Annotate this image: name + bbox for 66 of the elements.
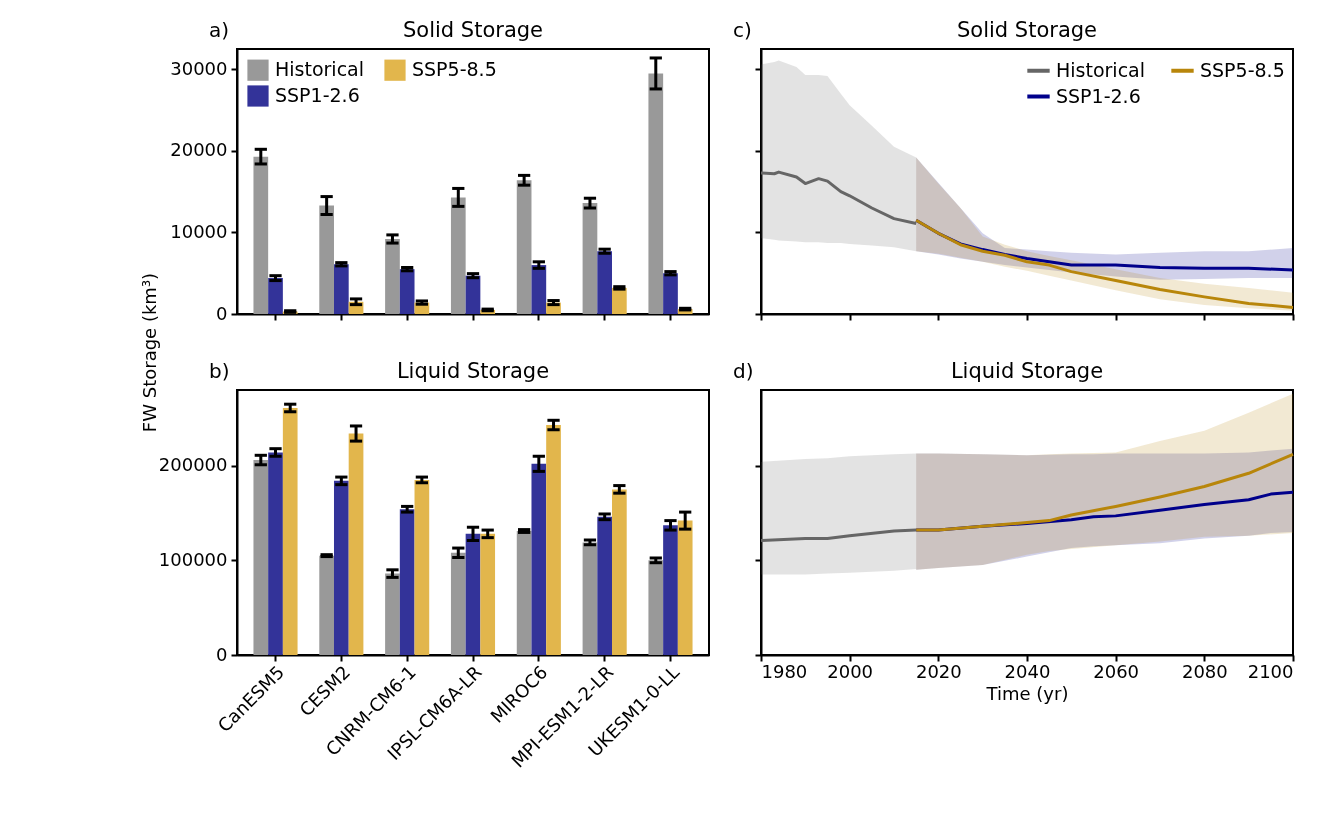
chart-title: Solid Storage (402, 18, 544, 42)
x-tick-label: 2020 (915, 660, 962, 682)
x-tick-label: 2100 (1247, 660, 1294, 682)
bar (319, 555, 334, 655)
bar (546, 425, 561, 655)
x-axis-title: Time (yr) (985, 682, 1069, 704)
x-tick-label: 2040 (1004, 660, 1051, 682)
text: d) (733, 359, 754, 383)
y-tick-label: 20000 (170, 139, 228, 161)
bar (663, 273, 678, 314)
bar (253, 156, 269, 314)
chart-title: Liquid Storage (950, 359, 1104, 383)
y-tick-label: 30000 (170, 57, 228, 79)
bar (385, 238, 400, 314)
bar (450, 197, 466, 314)
chart-title: Solid Storage (956, 18, 1098, 42)
bar (531, 463, 547, 655)
y-tick-label: 100000 (158, 548, 228, 570)
bar (333, 264, 349, 314)
bar (268, 452, 283, 655)
bar (516, 180, 532, 314)
x-tick-label: 2080 (1181, 660, 1228, 682)
bar (480, 533, 496, 655)
chart-title: Liquid Storage (396, 359, 550, 383)
text: c) (733, 18, 752, 42)
x-tick-label: 1980 (761, 660, 808, 682)
legend-label: SSP5-8.5 (412, 58, 497, 81)
bar (414, 479, 430, 655)
legend-label: SSP1-2.6 (275, 84, 360, 106)
text: b) (209, 359, 230, 383)
bar (582, 542, 598, 655)
bar (648, 73, 664, 314)
bar (531, 265, 547, 314)
bar (648, 560, 664, 655)
y-tick-label: 10000 (170, 220, 228, 242)
bar (282, 407, 298, 655)
bar (385, 573, 400, 655)
bar (663, 525, 678, 655)
y-tick-label: 200000 (158, 454, 228, 476)
legend-label: SSP1-2.6 (1056, 84, 1141, 107)
legend-label: Historical (1056, 58, 1145, 81)
legend-label: SSP5-8.5 (1200, 58, 1285, 81)
bar (597, 251, 613, 314)
bar (399, 269, 415, 314)
text: a) (209, 18, 230, 42)
bar (612, 489, 627, 655)
bar (582, 203, 598, 314)
bar (333, 480, 349, 655)
y-tick-label: 0 (216, 302, 228, 324)
bar (465, 275, 481, 314)
legend-label: Historical (275, 58, 364, 81)
bar (516, 531, 532, 655)
y-tick-label: 0 (216, 643, 228, 665)
bar (399, 509, 415, 655)
bar (612, 287, 627, 314)
bar (348, 433, 364, 655)
bar (450, 552, 466, 655)
bar (597, 516, 613, 655)
bar (268, 278, 283, 314)
y-axis-title: FW Storage (km³) (139, 272, 161, 433)
bar (253, 460, 269, 655)
bar (677, 520, 693, 655)
bar (319, 205, 334, 314)
bar (465, 533, 481, 655)
x-tick-label: 2000 (827, 660, 874, 682)
x-tick-label: 2060 (1093, 660, 1140, 682)
